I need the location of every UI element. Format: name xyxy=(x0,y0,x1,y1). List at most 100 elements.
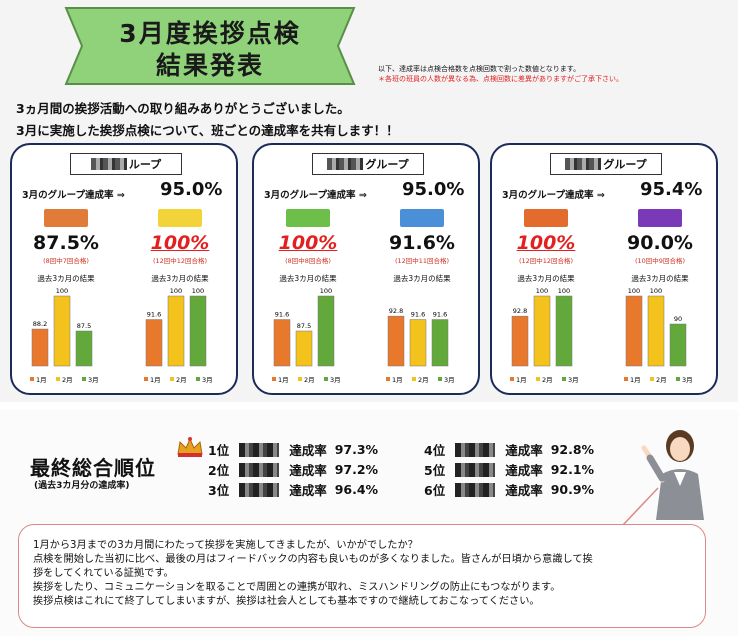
rank-place: 1位 xyxy=(208,443,230,458)
bar-3 xyxy=(555,295,573,367)
legend-label: 2月 xyxy=(176,376,187,384)
group-rate-label: 3月のグループ達成率 ⇒ xyxy=(502,190,605,201)
history-bar-chart: 91.6 87.5 100 1月 2月 3月 xyxy=(272,287,341,384)
redacted-team-name xyxy=(455,482,496,497)
message-line: 拶をしてくれている証拠です。 xyxy=(33,568,174,579)
legend-label: 1月 xyxy=(516,376,527,384)
group-name-suffix: グループ xyxy=(603,158,647,171)
bar-value-label: 100 xyxy=(650,287,662,295)
group-rate-label: 3月のグループ達成率 ⇒ xyxy=(22,190,125,201)
closing-message: 1月から3月までの3カ月間にわたって挨拶を実施してきましたが、いかがでしたか？ … xyxy=(18,524,706,628)
legend-label: 2月 xyxy=(62,376,73,384)
legend-label: 3月 xyxy=(568,376,579,384)
legend-swatch xyxy=(624,377,628,381)
team-result: 87.5% (8回中7回合格) 過去3カ月の結果 88.2 100 87.5 1月 2月 3月 xyxy=(16,209,116,388)
ranking-row: 4位 達成率 92.8% xyxy=(424,440,594,459)
bar-value-label: 91.6 xyxy=(147,311,161,319)
bar-value-label: 100 xyxy=(170,287,182,295)
legend-label: 3月 xyxy=(202,376,213,384)
group-rate-value: 95.0% xyxy=(402,179,465,200)
team-rate: 87.5% xyxy=(33,232,99,254)
message-line: 挨拶をしたり、コミュニケーションを取ることで周囲との連携が取れ、ミスハンドリング… xyxy=(33,582,561,593)
group-name-suffix: グループ xyxy=(365,158,409,171)
history-bar-chart: 92.8 100 100 1月 2月 3月 xyxy=(510,287,579,384)
bar-1 xyxy=(625,295,643,367)
redacted-team-name xyxy=(158,209,202,227)
history-title: 過去3カ月の結果 xyxy=(631,274,689,283)
legend-swatch xyxy=(510,377,514,381)
legend-label: 1月 xyxy=(150,376,161,384)
bar-value-label: 100 xyxy=(628,287,640,295)
team-rate: 100% xyxy=(278,232,338,254)
team-result: 100% (12回中12回合格) 過去3カ月の結果 91.6 100 100 1月 2月 3月 xyxy=(130,209,230,388)
bar-value-label: 100 xyxy=(192,287,204,295)
history-title: 過去3カ月の結果 xyxy=(151,274,209,283)
bar-1 xyxy=(273,319,291,367)
redacted-team-name xyxy=(455,442,496,457)
bar-2 xyxy=(533,295,551,367)
legend-swatch xyxy=(536,377,540,381)
rank-rate: 92.1% xyxy=(550,462,595,477)
group-rate-label: 3月のグループ達成率 ⇒ xyxy=(264,190,367,201)
bar-value-label: 100 xyxy=(536,287,548,295)
bar-2 xyxy=(53,295,71,367)
legend-swatch xyxy=(650,377,654,381)
redacted-name xyxy=(90,158,127,170)
rank-rate-word: 達成率 xyxy=(505,483,543,498)
legend-label: 2月 xyxy=(418,376,429,384)
legend-label: 1月 xyxy=(630,376,641,384)
bar-value-label: 92.8 xyxy=(513,307,527,315)
bar-2 xyxy=(409,319,427,367)
rank-place: 4位 xyxy=(424,443,446,458)
legend-label: 2月 xyxy=(304,376,315,384)
bar-2 xyxy=(647,295,665,367)
legend-swatch xyxy=(412,377,416,381)
history-title: 過去3カ月の結果 xyxy=(37,274,95,283)
redacted-team-name xyxy=(638,209,682,227)
team-pass-count: (10回中9回合格) xyxy=(635,257,685,265)
rank-rate: 92.8% xyxy=(550,442,595,457)
banner-arrow-shape xyxy=(64,7,356,85)
banner-title-line2: 結果発表 xyxy=(155,51,264,80)
bar-1 xyxy=(31,328,49,367)
redacted-team-name xyxy=(455,462,496,477)
bar-value-label: 91.6 xyxy=(411,311,425,319)
team-pass-count: (12回中11回合格) xyxy=(394,257,450,265)
banner-title-line1: 3月度挨拶点検 xyxy=(119,19,301,48)
bar-3 xyxy=(669,323,687,367)
redacted-name xyxy=(327,158,364,170)
presenter-figure xyxy=(640,424,724,524)
team-rate: 90.0% xyxy=(627,232,693,254)
legend-label: 2月 xyxy=(542,376,553,384)
legend-swatch xyxy=(386,377,390,381)
bar-value-label: 87.5 xyxy=(77,322,91,330)
rank-rate-word: 達成率 xyxy=(289,483,327,498)
history-title: 過去3カ月の結果 xyxy=(393,274,451,283)
team-result: 100% (8回中8回合格) 過去3カ月の結果 91.6 87.5 100 1月 2月 3月 xyxy=(258,209,358,388)
rank-place: 5位 xyxy=(424,463,446,478)
rank-rate-word: 達成率 xyxy=(505,443,543,458)
bar-value-label: 100 xyxy=(56,287,68,295)
bar-1 xyxy=(145,319,163,367)
team-pass-count: (8回中8回合格) xyxy=(285,257,331,265)
message-line: 挨拶点検はこれにて終了してしまいますが、挨拶は社会人としても基本ですので継続して… xyxy=(33,596,540,607)
redacted-team-name xyxy=(286,209,330,227)
bar-value-label: 88.2 xyxy=(33,320,47,328)
team-rate: 100% xyxy=(150,232,210,254)
legend-swatch xyxy=(272,377,276,381)
group-name-box: グループ xyxy=(312,153,424,175)
ranking-subtitle: (過去3カ月分の達成率) xyxy=(34,481,130,491)
bar-value-label: 100 xyxy=(320,287,332,295)
group-card: グループ 3月のグループ達成率 ⇒ 95.4% 100% (12回中12回合格) 過去3カ… xyxy=(490,143,718,395)
bar-value-label: 90 xyxy=(674,315,682,323)
team-pass-count: (8回中7回合格) xyxy=(43,257,89,265)
bar-3 xyxy=(189,295,207,367)
rank-rate: 97.2% xyxy=(334,462,379,477)
bar-3 xyxy=(317,295,335,367)
legend-swatch xyxy=(324,377,328,381)
bar-value-label: 91.6 xyxy=(433,311,447,319)
intro-line-2: 3月に実施した挨拶点検について、班ごとの達成率を共有します！！ xyxy=(16,123,399,138)
rank-rate-word: 達成率 xyxy=(505,463,543,478)
message-line: 1月から3月までの3カ月間にわたって挨拶を実施してきましたが、いかがでしたか？ xyxy=(33,540,418,551)
legend-swatch xyxy=(170,377,174,381)
